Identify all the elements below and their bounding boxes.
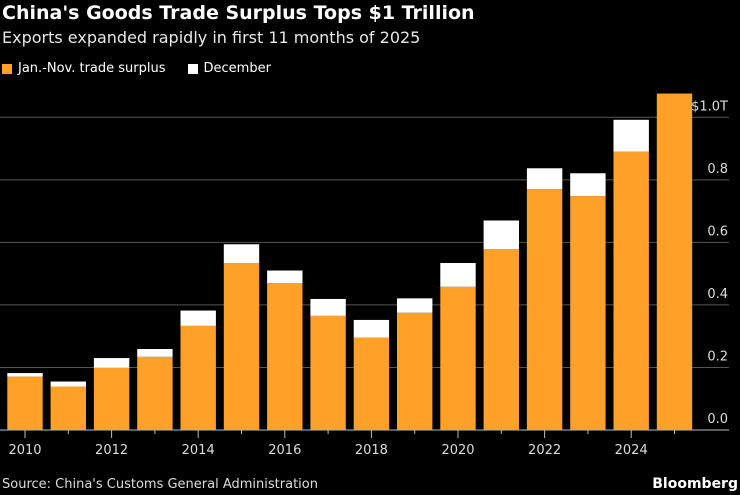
bar-jan-nov-2022 <box>526 189 563 430</box>
bar-december-2014 <box>180 310 216 326</box>
chart-subtitle: Exports expanded rapidly in first 11 mon… <box>2 28 421 47</box>
legend-item-jan-nov: Jan.-Nov. trade surplus <box>2 61 166 76</box>
bar-december-2022 <box>526 168 563 190</box>
bar-jan-nov-2018 <box>353 337 390 430</box>
bloomberg-logo: Bloomberg <box>652 476 738 492</box>
x-tick-label: 2018 <box>355 443 388 458</box>
bar-jan-nov-2014 <box>180 325 216 430</box>
y-tick-label: 0.2 <box>707 349 728 364</box>
legend-label-december: December <box>203 61 271 76</box>
bar-jan-nov-2017 <box>310 315 346 430</box>
bar-december-2024 <box>613 119 649 152</box>
bar-jan-nov-2011 <box>50 386 86 430</box>
bar-jan-nov-2016 <box>267 283 303 430</box>
bar-december-2016 <box>267 270 303 284</box>
y-tick-label: 0.6 <box>707 224 728 239</box>
legend-swatch-jan-nov <box>2 63 12 74</box>
bar-jan-nov-2010 <box>7 376 43 430</box>
bar-jan-nov-2020 <box>440 286 476 430</box>
legend-label-jan-nov: Jan.-Nov. trade surplus <box>18 61 166 76</box>
y-tick-label: $1.0T <box>691 99 728 114</box>
bar-jan-nov-2024 <box>613 151 649 430</box>
x-tick-label: 2024 <box>615 443 648 458</box>
bar-december-2023 <box>570 173 606 197</box>
legend-item-december: December <box>187 61 271 76</box>
bar-december-2015 <box>223 244 260 264</box>
bar-december-2019 <box>397 298 433 313</box>
chart-title: China's Goods Trade Surplus Tops $1 Tril… <box>2 2 475 24</box>
bar-december-2018 <box>353 319 390 338</box>
bar-jan-nov-2023 <box>570 196 606 430</box>
bar-jan-nov-2025 <box>656 93 693 431</box>
bar-december-2012 <box>93 358 130 368</box>
x-tick-label: 2016 <box>268 443 301 458</box>
bar-jan-nov-2015 <box>223 263 260 430</box>
y-tick-label: 0.8 <box>707 162 728 177</box>
bar-december-2011 <box>50 381 86 387</box>
legend-swatch-december <box>187 63 198 74</box>
x-tick-label: 2010 <box>8 443 41 458</box>
x-tick-label: 2014 <box>182 443 215 458</box>
x-tick-label: 2012 <box>95 443 128 458</box>
bar-jan-nov-2013 <box>137 356 173 430</box>
x-tick-label: 2020 <box>441 443 474 458</box>
bar-december-2020 <box>440 263 476 287</box>
bar-december-2017 <box>310 298 346 316</box>
y-tick-label: 0.4 <box>707 287 728 302</box>
bar-december-2021 <box>483 220 519 250</box>
x-tick-label: 2022 <box>528 443 561 458</box>
bar-jan-nov-2021 <box>483 249 519 430</box>
bar-jan-nov-2012 <box>93 367 130 430</box>
bar-jan-nov-2019 <box>397 312 433 430</box>
legend: Jan.-Nov. trade surplus December <box>2 61 271 76</box>
y-tick-label: 0.0 <box>707 412 728 427</box>
bar-december-2010 <box>7 373 43 377</box>
bar-december-2013 <box>137 349 173 357</box>
source-note: Source: China's Customs General Administ… <box>2 477 318 492</box>
